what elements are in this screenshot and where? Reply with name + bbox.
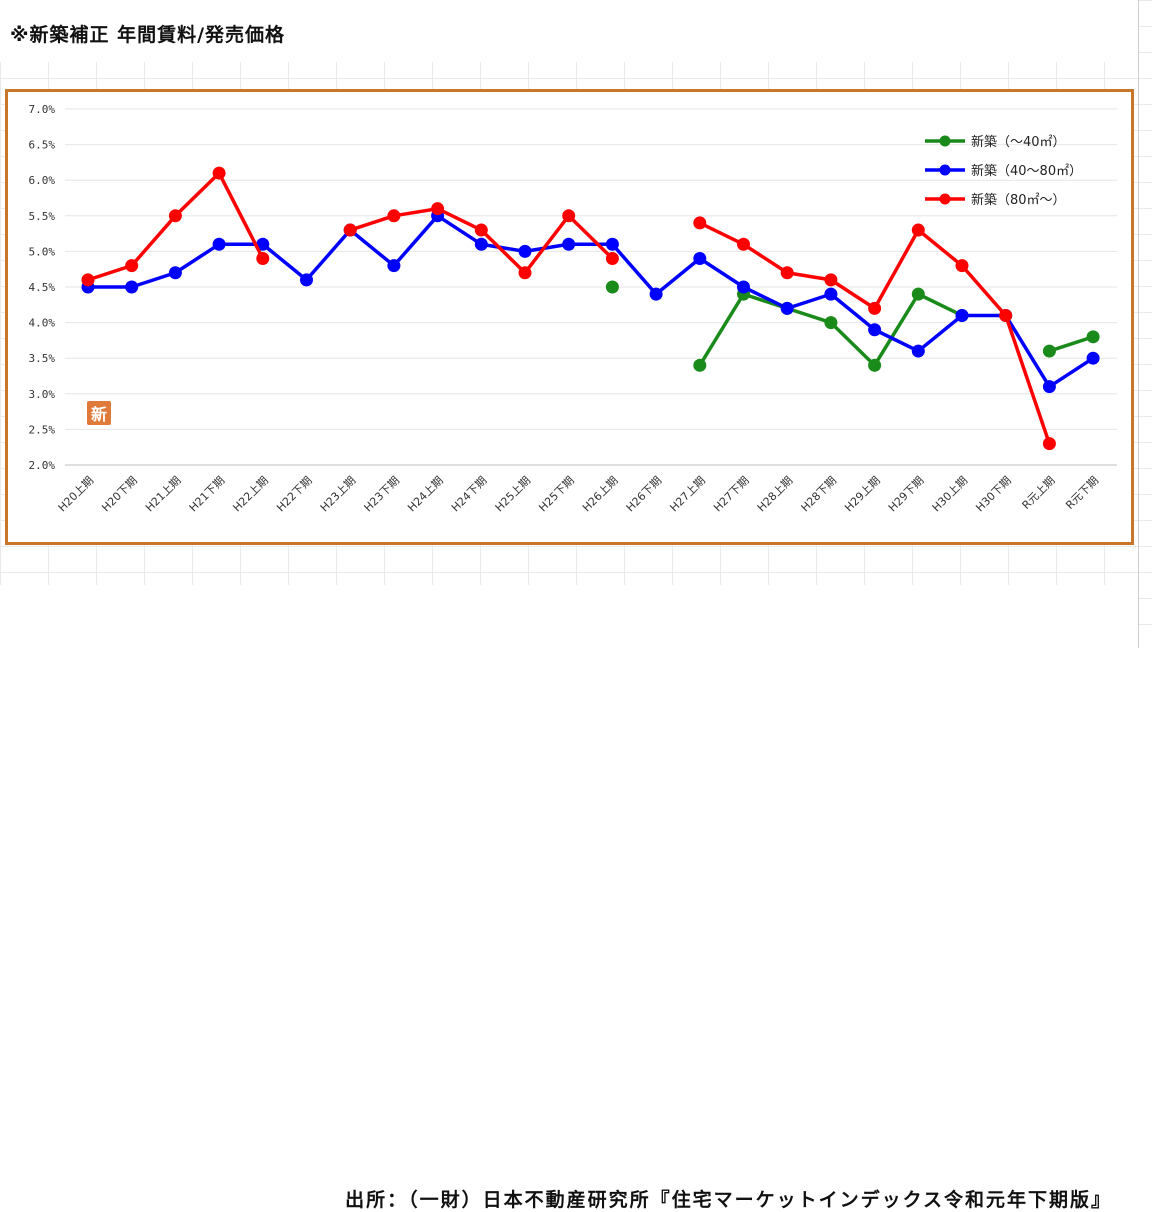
data-point	[168, 266, 182, 280]
data-point	[693, 252, 707, 266]
series-line	[88, 214, 1095, 389]
x-tick-label: H25下期	[536, 474, 577, 515]
legend-label: 新築（80㎡～）	[971, 192, 1066, 208]
data-point	[1042, 380, 1056, 394]
y-tick-label: 7.0%	[29, 103, 56, 116]
data-point	[737, 237, 750, 251]
line-chart: 2.0% 2.5% 3.0% 3.5% 4.0% 4.5% 5.0% 5.5% 6.0% 6.5%…	[29, 103, 1117, 515]
x-tick-label: H30上期	[930, 474, 971, 515]
data-point	[81, 273, 95, 287]
x-tick-label: H30下期	[973, 474, 1014, 515]
x-tick-label: H28上期	[755, 474, 796, 515]
data-point	[125, 259, 139, 273]
data-point	[1042, 437, 1056, 451]
data-point	[824, 287, 838, 301]
y-tick-label: 3.0%	[29, 388, 56, 401]
x-tick-label: H24上期	[405, 474, 446, 515]
legend-label: 新築（～40㎡）	[971, 134, 1066, 150]
data-point	[605, 280, 619, 294]
x-tick-label: H26上期	[580, 474, 621, 515]
data-point	[780, 266, 794, 280]
y-tick-label: 4.0%	[29, 317, 56, 330]
data-point	[474, 223, 488, 237]
data-point	[911, 287, 925, 301]
y-tick-label: 2.0%	[29, 459, 56, 472]
data-point	[955, 259, 969, 273]
data-point	[387, 259, 401, 273]
x-tick-label: H27下期	[711, 474, 752, 515]
data-point	[125, 280, 139, 294]
data-point	[605, 252, 619, 266]
x-tick-label: H26下期	[624, 474, 665, 515]
x-tick-label: H22上期	[230, 474, 271, 515]
x-tick-label: H21上期	[143, 474, 184, 515]
data-point	[1086, 351, 1100, 365]
x-tick-label: H23上期	[318, 474, 359, 515]
header-band: ※新築補正 年間賃料/発売価格	[0, 0, 1138, 62]
data-point	[911, 223, 925, 237]
x-tick-label: H20上期	[56, 474, 97, 515]
data-point	[256, 237, 270, 251]
series-line	[87, 171, 265, 282]
data-point	[605, 237, 619, 251]
source-note: 出所：（一財）日本不動産研究所『住宅マーケットインデックス令和元年下期版』	[345, 1189, 1112, 1211]
x-tick-label: H27上期	[667, 474, 708, 515]
data-point	[518, 266, 532, 280]
x-tick-label: H29下期	[886, 474, 927, 515]
y-tick-label: 6.0%	[29, 174, 56, 187]
data-point	[824, 316, 838, 330]
x-tick-label: H29上期	[842, 474, 883, 515]
legend-marker	[939, 193, 951, 205]
data-point	[212, 166, 226, 180]
footer-band: 出所：（一財）日本不動産研究所『住宅マーケットインデックス令和元年下期版』	[0, 585, 1138, 1211]
data-point	[868, 301, 882, 315]
x-tick-label: H25上期	[493, 474, 534, 515]
data-point	[474, 237, 488, 251]
data-point	[562, 209, 576, 223]
legend-marker	[939, 135, 951, 147]
data-point	[562, 237, 576, 251]
data-point	[256, 252, 270, 266]
x-tick-label: H20下期	[99, 474, 140, 515]
data-point	[737, 280, 750, 294]
x-tick-label: H24下期	[449, 474, 490, 515]
x-tick-label: H23下期	[362, 474, 403, 515]
data-point	[868, 323, 882, 337]
y-tick-label: 6.5%	[29, 139, 56, 152]
sheet-edge	[1138, 0, 1139, 648]
y-tick-label: 3.5%	[29, 352, 56, 365]
data-point	[387, 209, 401, 223]
data-point	[1086, 330, 1100, 344]
data-point	[168, 209, 182, 223]
data-point	[212, 237, 226, 251]
x-tick-label: H28下期	[799, 474, 840, 515]
y-tick-label: 5.5%	[29, 210, 56, 223]
data-point	[693, 216, 707, 230]
x-tick-label: H22下期	[274, 474, 315, 515]
data-point	[824, 273, 838, 287]
data-point	[780, 301, 794, 315]
data-point	[1042, 344, 1056, 358]
page-title: ※新築補正 年間賃料/発売価格	[10, 24, 286, 46]
new-build-stamp: 新	[87, 401, 111, 425]
data-point	[868, 358, 882, 372]
data-point	[999, 308, 1013, 322]
data-point	[300, 273, 313, 287]
y-tick-label: 4.5%	[29, 281, 56, 294]
x-tick-label: R元上期	[1020, 474, 1058, 512]
y-tick-label: 5.0%	[29, 245, 56, 258]
x-tick-label: H21下期	[187, 474, 228, 515]
series-line	[1048, 335, 1094, 353]
y-tick-label: 2.5%	[29, 423, 56, 436]
data-point	[955, 308, 969, 322]
legend-marker	[939, 164, 951, 176]
x-tick-label: R元下期	[1063, 474, 1101, 512]
data-point	[343, 223, 357, 237]
data-point	[911, 344, 925, 358]
legend-label: 新築（40～80㎡）	[971, 163, 1082, 179]
data-point	[431, 202, 445, 216]
data-point	[518, 244, 532, 258]
data-point	[693, 358, 707, 372]
data-point	[649, 287, 663, 301]
